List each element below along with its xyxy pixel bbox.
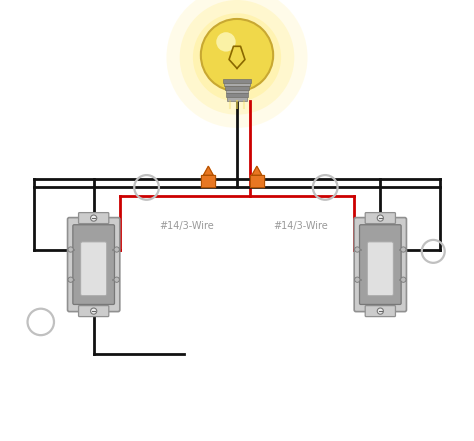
Circle shape [114, 247, 119, 252]
Circle shape [68, 277, 73, 282]
FancyBboxPatch shape [225, 86, 249, 90]
Circle shape [193, 13, 281, 101]
Circle shape [377, 215, 383, 221]
Circle shape [91, 215, 97, 221]
Circle shape [166, 0, 308, 128]
Polygon shape [250, 175, 264, 187]
FancyBboxPatch shape [226, 90, 248, 93]
FancyBboxPatch shape [227, 93, 247, 97]
FancyBboxPatch shape [365, 213, 395, 224]
Text: #14/3-Wire: #14/3-Wire [273, 220, 328, 231]
Circle shape [355, 277, 360, 282]
FancyBboxPatch shape [73, 225, 115, 304]
FancyBboxPatch shape [354, 217, 406, 312]
Circle shape [114, 277, 119, 282]
Circle shape [401, 277, 406, 282]
Polygon shape [201, 175, 215, 187]
FancyBboxPatch shape [367, 242, 393, 295]
Polygon shape [252, 166, 262, 175]
FancyBboxPatch shape [79, 213, 109, 224]
Circle shape [216, 32, 236, 52]
FancyBboxPatch shape [224, 83, 250, 86]
Text: #14/3-Wire: #14/3-Wire [159, 220, 214, 231]
Circle shape [91, 308, 97, 314]
Circle shape [201, 19, 273, 91]
Circle shape [180, 0, 294, 115]
FancyBboxPatch shape [359, 225, 401, 304]
FancyBboxPatch shape [365, 306, 395, 317]
FancyBboxPatch shape [223, 79, 251, 83]
Circle shape [401, 247, 406, 252]
Circle shape [355, 247, 360, 252]
Circle shape [377, 308, 383, 314]
FancyBboxPatch shape [228, 97, 246, 101]
FancyBboxPatch shape [81, 242, 107, 295]
Polygon shape [203, 166, 213, 175]
FancyBboxPatch shape [79, 306, 109, 317]
Circle shape [68, 247, 73, 252]
FancyBboxPatch shape [68, 217, 120, 312]
